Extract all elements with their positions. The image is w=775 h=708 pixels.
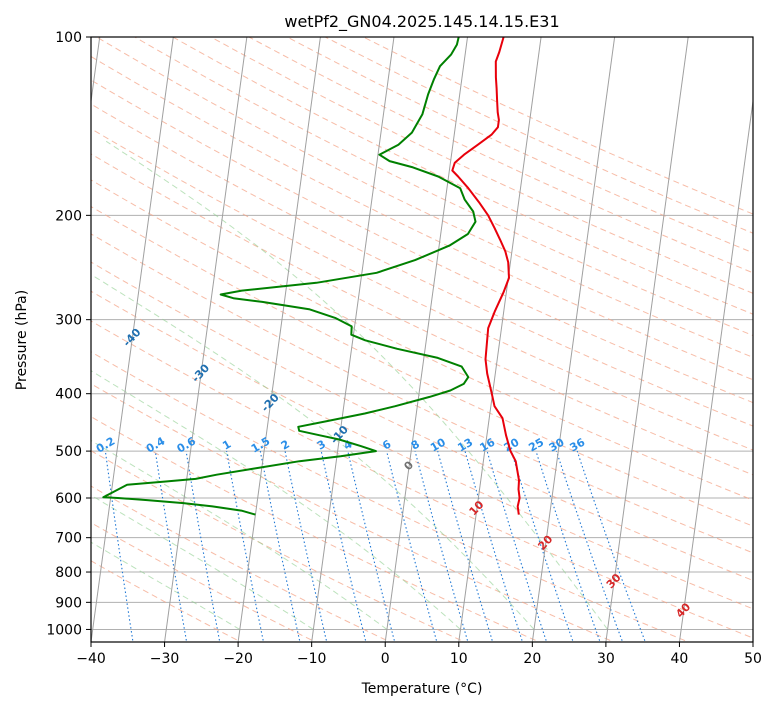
- mixing-ratio-line: [437, 450, 494, 642]
- x-tick-label: 20: [523, 651, 541, 667]
- x-tick-label: −10: [297, 651, 327, 667]
- isotherm-line: [91, 37, 174, 642]
- mixing-ratio-line: [154, 451, 188, 642]
- dry-adiabat: [324, 37, 753, 234]
- y-tick-label: 100: [55, 30, 82, 46]
- moist-adiabat: [91, 494, 314, 630]
- temperature-profile-line: [451, 37, 521, 515]
- axis-ticks: −40 −30 −20 −10 0 10 20 30 40 50 1000 900 800 700 600 5…: [46, 30, 762, 667]
- skewt-line-labels: 0.10.20.40.611.52346810131620253036-100-…: [94, 326, 694, 621]
- y-tick-label: 500: [55, 444, 82, 460]
- isotherm-line: [531, 37, 616, 642]
- x-tick-label: −20: [223, 651, 253, 667]
- y-tick-label: 600: [55, 491, 82, 507]
- chart-title: wetPf2_GN04.2025.145.14.15.E31: [284, 12, 559, 32]
- isotherm-line: [605, 37, 689, 642]
- isotherm-line: [384, 37, 469, 642]
- mixing-ratio-line: [464, 450, 524, 642]
- isotherm-line: [458, 37, 542, 642]
- dewpoint-profile-line: [102, 37, 477, 516]
- dry-adiabat: [91, 416, 541, 642]
- mixing-ratio-line: [284, 450, 328, 642]
- x-tick-label: 10: [450, 651, 468, 667]
- isotherm-line: [678, 97, 753, 642]
- dry-adiabat: [209, 37, 753, 294]
- x-tick-label: 40: [671, 651, 689, 667]
- mixing-ratio-line: [320, 450, 367, 642]
- plot-frame: [90, 36, 754, 643]
- y-tick-label: 800: [55, 565, 82, 581]
- y-tick-label: 300: [55, 313, 82, 329]
- moist-adiabat: [91, 273, 535, 630]
- mixing-ratio-line: [414, 450, 469, 642]
- dry-adiabat: [91, 320, 753, 639]
- moist-adiabat: [91, 439, 388, 630]
- dry-adiabat: [362, 37, 753, 215]
- dry-adiabat: [91, 233, 753, 554]
- mixing-ratio-line: [185, 451, 221, 642]
- isotherm-line: [164, 37, 248, 642]
- x-axis-label: Temperature (°C): [361, 681, 483, 697]
- x-tick-label: 30: [597, 651, 615, 667]
- mixing-ratio-line: [347, 450, 396, 642]
- sounding-profiles: [102, 37, 521, 516]
- x-tick-label: −30: [150, 651, 180, 667]
- mixing-ratio-line: [386, 450, 438, 642]
- y-tick-label: 200: [55, 208, 82, 224]
- y-tick-label: 1000: [46, 622, 82, 638]
- dry-adiabat: [91, 351, 690, 642]
- isotherm-line: [311, 37, 395, 642]
- y-tick-label: 700: [55, 531, 82, 547]
- dry-adiabat: [171, 37, 753, 315]
- mixing-ratio-line: [259, 450, 301, 642]
- y-tick-label: 900: [55, 595, 82, 611]
- moist-adiabat: [91, 370, 461, 630]
- dry-adiabat: [286, 37, 753, 254]
- y-tick-label: 400: [55, 387, 82, 403]
- mixing-ratio-line: [104, 451, 134, 642]
- dry-adiabat: [91, 290, 753, 610]
- skewt-background-lines: [91, 37, 753, 642]
- isotherm-line: [237, 37, 321, 642]
- mixing-ratio-line: [486, 450, 548, 642]
- dry-adiabat: [247, 37, 753, 274]
- mixing-ratio-line: [226, 450, 265, 642]
- x-tick-label: −40: [76, 651, 106, 667]
- x-tick-label: 50: [744, 651, 762, 667]
- x-tick-label: 0: [381, 651, 390, 667]
- y-axis-label: Pressure (hPa): [14, 290, 30, 390]
